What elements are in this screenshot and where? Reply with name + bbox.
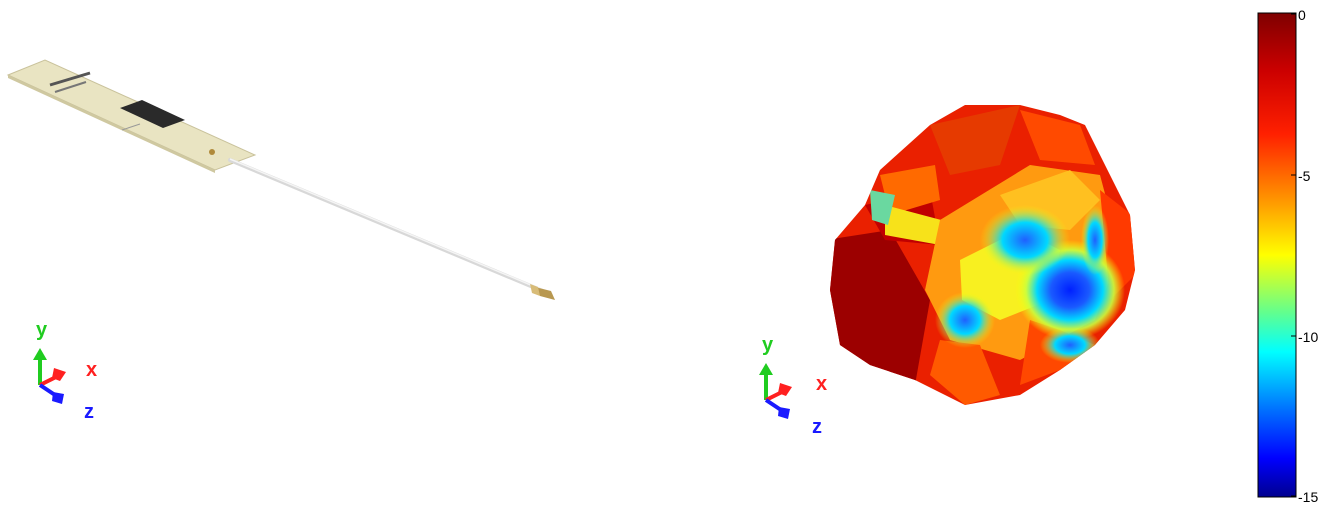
z-axis-label: z xyxy=(812,416,822,438)
antenna-model-view: y x z xyxy=(0,0,640,514)
antenna-board xyxy=(6,59,257,173)
radiation-pattern-view: y x z 0 -5 -10 -15 xyxy=(700,0,1340,514)
coax-cable xyxy=(228,158,547,294)
radiation-pattern-surface xyxy=(830,105,1135,405)
axis-triad-left: y x z xyxy=(33,319,97,423)
x-axis-label: x xyxy=(816,373,827,395)
y-axis-label: y xyxy=(36,319,48,341)
radiation-pattern-svg: y x z 0 -5 -10 -15 xyxy=(759,7,1318,505)
antenna-model-svg: y x z xyxy=(6,59,555,423)
logo-mark xyxy=(49,71,91,87)
colorbar-tick-1: -5 xyxy=(1298,168,1311,184)
colorbar-tick-0: 0 xyxy=(1298,7,1306,23)
colorbar-tick-3: -15 xyxy=(1298,489,1318,505)
x-axis-label: x xyxy=(86,359,97,381)
colorbar-tick-2: -10 xyxy=(1298,329,1318,345)
z-axis-label: z xyxy=(84,401,94,423)
colorbar: 0 -5 -10 -15 xyxy=(1257,7,1318,505)
colorbar-gradient xyxy=(1257,12,1297,498)
axis-triad-right: y x z xyxy=(759,334,827,438)
feed-point xyxy=(209,149,215,155)
antenna-label-patch xyxy=(120,100,185,128)
y-axis-label: y xyxy=(762,334,774,356)
u-fl-connector xyxy=(530,284,555,300)
